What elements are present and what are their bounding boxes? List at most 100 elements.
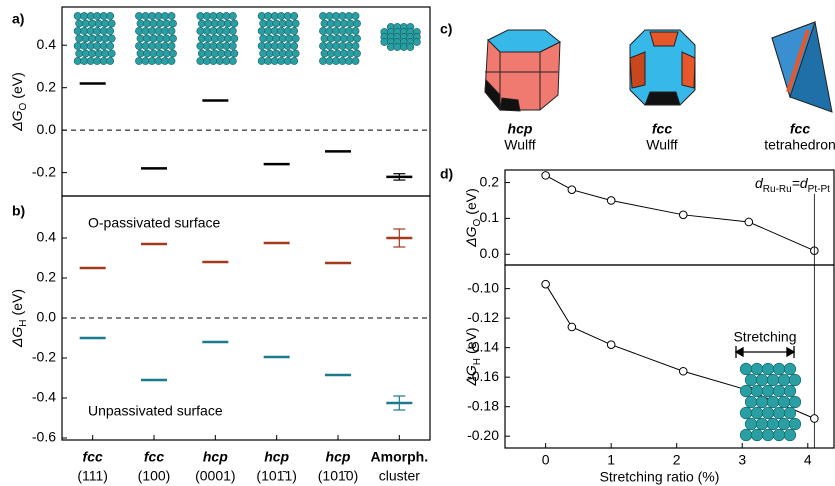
atom bbox=[148, 57, 156, 65]
shape-kind: tetrahedron bbox=[764, 137, 835, 153]
atom bbox=[80, 27, 89, 35]
y-axis-label-main: ΔG bbox=[9, 110, 25, 131]
atom bbox=[99, 12, 108, 20]
atom bbox=[766, 373, 780, 387]
atom bbox=[101, 34, 110, 43]
y-tick-label: -0.2 bbox=[32, 163, 56, 179]
atom bbox=[340, 34, 348, 43]
atom bbox=[81, 49, 90, 58]
atom bbox=[761, 384, 775, 398]
atom bbox=[222, 27, 231, 35]
atom bbox=[209, 57, 218, 65]
data-point bbox=[678, 366, 688, 376]
data-line bbox=[545, 174, 815, 252]
atom bbox=[270, 27, 279, 35]
atom bbox=[73, 27, 82, 35]
atom bbox=[197, 49, 206, 58]
atom bbox=[386, 43, 395, 51]
atom bbox=[210, 49, 219, 58]
atom bbox=[228, 57, 237, 65]
atom bbox=[272, 49, 281, 58]
atom bbox=[202, 57, 211, 65]
x-tick-label: hcp bbox=[326, 449, 351, 465]
atom bbox=[259, 49, 268, 58]
atom bbox=[272, 34, 281, 43]
x-tick-sublabel: (0001) bbox=[195, 468, 235, 484]
atom bbox=[755, 395, 769, 409]
atom bbox=[338, 12, 347, 20]
atom bbox=[320, 19, 329, 28]
atom bbox=[107, 49, 116, 58]
x-tick-label: hcp bbox=[203, 449, 228, 465]
atom bbox=[320, 49, 329, 58]
atom bbox=[346, 49, 355, 58]
atom bbox=[196, 27, 205, 35]
y-axis-label-main: ΔG bbox=[463, 226, 479, 247]
atom bbox=[228, 27, 237, 35]
plot-frame bbox=[504, 264, 835, 449]
atom bbox=[143, 49, 151, 58]
atom bbox=[94, 49, 103, 58]
atom bbox=[278, 19, 287, 28]
shape-lattice: fcc bbox=[790, 121, 810, 137]
atom bbox=[204, 49, 213, 58]
atom bbox=[75, 34, 84, 43]
atom bbox=[136, 19, 145, 28]
atom bbox=[217, 19, 226, 28]
atom bbox=[278, 49, 287, 58]
atom bbox=[772, 406, 786, 420]
atom bbox=[197, 34, 206, 43]
atom bbox=[156, 19, 164, 28]
y-axis-label-sub: O bbox=[18, 102, 29, 110]
data-point bbox=[606, 196, 616, 205]
atom bbox=[332, 27, 340, 35]
atom bbox=[135, 12, 143, 20]
y-tick-label: 0.2 bbox=[37, 78, 57, 94]
atom bbox=[202, 42, 211, 50]
atom bbox=[167, 57, 176, 65]
atom bbox=[332, 42, 340, 50]
y-tick-label: 0.0 bbox=[37, 121, 57, 137]
atom bbox=[345, 12, 353, 20]
panel-label: d) bbox=[440, 166, 453, 182]
atom bbox=[319, 57, 327, 65]
atom bbox=[285, 49, 294, 58]
atom bbox=[196, 12, 205, 20]
atom bbox=[399, 43, 408, 51]
atom bbox=[788, 395, 802, 409]
plot-frame bbox=[61, 6, 431, 197]
atom bbox=[406, 43, 415, 51]
atom bbox=[154, 57, 163, 65]
atom bbox=[351, 42, 360, 50]
atom bbox=[215, 57, 224, 65]
atom bbox=[223, 34, 232, 43]
atom bbox=[217, 49, 226, 58]
atom bbox=[766, 395, 780, 409]
atom bbox=[744, 395, 758, 409]
y-axis-label-sub: H bbox=[18, 319, 29, 326]
atom bbox=[143, 19, 151, 28]
x-tick-sublabel: (101̄1) bbox=[256, 468, 296, 484]
x-tick-sublabel: (101̄0) bbox=[318, 468, 358, 484]
atom bbox=[333, 34, 342, 43]
y-tick-label: -0.10 bbox=[467, 279, 499, 295]
data-point bbox=[567, 322, 577, 332]
atom bbox=[136, 34, 145, 43]
atom bbox=[320, 34, 329, 43]
atom bbox=[101, 19, 110, 28]
atom bbox=[285, 34, 294, 43]
y-tick-label: -0.20 bbox=[467, 427, 499, 443]
atom bbox=[141, 57, 150, 65]
y-tick-label: 0.1 bbox=[480, 209, 500, 225]
atom bbox=[106, 57, 115, 65]
atom bbox=[80, 57, 89, 65]
series-label: O-passivated surface bbox=[88, 215, 220, 231]
atom bbox=[99, 57, 108, 65]
atom bbox=[291, 19, 300, 28]
atom bbox=[265, 34, 274, 43]
atom bbox=[223, 49, 232, 58]
atom bbox=[210, 19, 219, 28]
atom bbox=[196, 57, 205, 65]
atom bbox=[783, 406, 797, 420]
atom bbox=[93, 42, 102, 50]
